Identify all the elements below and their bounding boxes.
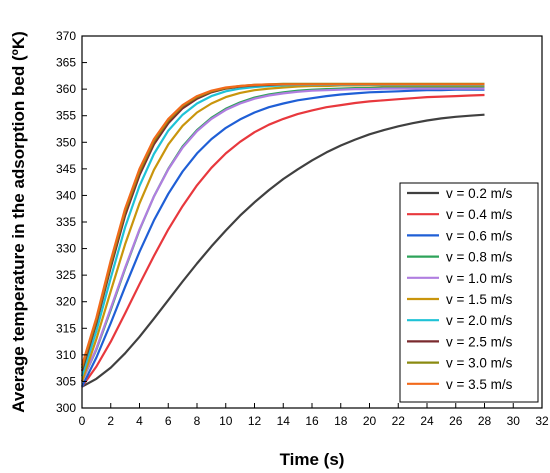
legend-label-4: v = 1.0 m/s	[446, 271, 513, 286]
y-tick-label: 305	[56, 374, 76, 388]
y-tick-label: 335	[56, 215, 76, 229]
legend-label-1: v = 0.4 m/s	[446, 207, 513, 222]
y-tick-label: 320	[56, 295, 76, 309]
series-line-1	[81, 93, 485, 388]
x-tick-label: 4	[136, 414, 143, 428]
y-tick-label: 340	[56, 188, 76, 202]
y-tick-label: 300	[56, 401, 76, 415]
y-axis: 300 305 310 315 320 325 330 335 340 345 350 355 360 3…	[56, 29, 87, 415]
y-tick-label: 370	[56, 29, 76, 43]
y-tick-label: 355	[56, 109, 76, 123]
x-tick-label: 26	[449, 414, 463, 428]
x-tick-label: 16	[305, 414, 319, 428]
y-tick-label: 310	[56, 348, 76, 362]
x-tick-label: 18	[334, 414, 348, 428]
legend: v = 0.2 m/s v = 0.4 m/s v = 0.6 m/s v = 0.8…	[399, 182, 539, 403]
y-tick-label: 325	[56, 268, 76, 282]
x-tick-label: 8	[194, 414, 201, 428]
legend-label-5: v = 1.5 m/s	[446, 292, 513, 307]
series-layer	[80, 82, 485, 388]
legend-label-9: v = 3.5 m/s	[446, 377, 513, 392]
legend-label-8: v = 3.0 m/s	[446, 356, 513, 371]
y-tick-label: 315	[56, 321, 76, 335]
x-tick-label: 30	[507, 414, 521, 428]
x-axis-title: Time (s)	[280, 450, 345, 469]
x-tick-label: 32	[535, 414, 549, 428]
legend-label-7: v = 2.5 m/s	[446, 334, 513, 349]
y-tick-label: 360	[56, 82, 76, 96]
series-line-0	[81, 113, 485, 388]
x-tick-label: 10	[219, 414, 233, 428]
x-tick-label: 12	[248, 414, 262, 428]
series-line-2	[81, 88, 485, 388]
x-tick-label: 20	[363, 414, 377, 428]
x-tick-label: 22	[392, 414, 406, 428]
x-tick-label: 28	[478, 414, 492, 428]
y-tick-label: 345	[56, 162, 76, 176]
y-tick-label: 365	[56, 56, 76, 70]
x-tick-label: 6	[165, 414, 172, 428]
y-tick-label: 330	[56, 242, 76, 256]
legend-label-0: v = 0.2 m/s	[446, 186, 513, 201]
legend-box	[399, 182, 539, 403]
x-tick-label: 2	[107, 414, 114, 428]
x-axis: 0 2 4 6 8 10 12 14 16 18 20 22 24 26 28 30 32	[79, 403, 549, 428]
legend-label-3: v = 0.8 m/s	[446, 250, 513, 265]
x-tick-label: 14	[277, 414, 291, 428]
y-tick-label: 350	[56, 135, 76, 149]
series-line-4	[80, 87, 485, 382]
x-tick-label: 0	[79, 414, 86, 428]
series-line-9	[80, 83, 485, 366]
x-tick-label: 24	[420, 414, 434, 428]
legend-label-6: v = 2.0 m/s	[446, 313, 513, 328]
y-axis-title: Average temperature in the adsorption be…	[9, 31, 28, 413]
legend-label-2: v = 0.6 m/s	[446, 228, 513, 243]
